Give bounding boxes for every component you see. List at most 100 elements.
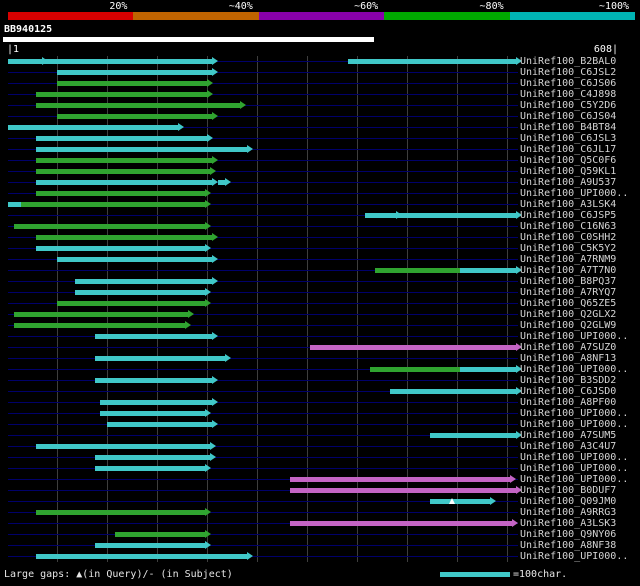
row-baseline: [8, 292, 518, 293]
alignment-row: UniRef100_A7RNM9: [0, 254, 640, 265]
arrowhead-icon: [205, 299, 211, 307]
alignment-bar[interactable]: [36, 136, 207, 141]
alignment-bar[interactable]: [107, 422, 212, 427]
alignment-row: UniRef100_B2BAL0: [0, 56, 640, 67]
alignment-bar[interactable]: [290, 521, 512, 526]
alignment-row: UniRef100_A7SUM5: [0, 430, 640, 441]
alignment-bar[interactable]: [460, 367, 516, 372]
alignment-bar[interactable]: [21, 202, 205, 207]
alignment-bar[interactable]: [36, 103, 240, 108]
alignment-row: UniRef100_C6JS04: [0, 111, 640, 122]
subject-label: UniRef100_UPI000..: [520, 551, 629, 562]
alignment-bar[interactable]: [290, 477, 510, 482]
alignment-bar[interactable]: [36, 444, 210, 449]
alignment-bar[interactable]: [310, 345, 516, 350]
ruler-start-label: |1: [7, 44, 20, 55]
subject-label: UniRef100_A7RYQ7: [520, 287, 617, 298]
arrowhead-icon: [212, 178, 218, 186]
row-baseline: [8, 61, 518, 62]
alignment-bar[interactable]: [290, 488, 516, 493]
subject-label: UniRef100_A7SUZ0: [520, 342, 617, 353]
row-baseline: [8, 358, 518, 359]
arrowhead-icon: [512, 519, 518, 527]
subject-label: UniRef100_UPI000..: [520, 463, 629, 474]
arrowhead-icon: [205, 189, 211, 197]
arrowhead-icon: [516, 266, 522, 274]
subject-label: UniRef100_C6JSL3: [520, 133, 617, 144]
alignment-bar[interactable]: [430, 499, 490, 504]
gridline: [457, 56, 458, 562]
arrowhead-icon: [205, 244, 211, 252]
alignment-bar[interactable]: [95, 378, 212, 383]
alignment-bar[interactable]: [14, 312, 188, 317]
alignment-bar[interactable]: [348, 59, 516, 64]
row-baseline: [8, 259, 518, 260]
subject-label: UniRef100_UPI000..: [520, 452, 629, 463]
alignment-bar[interactable]: [460, 268, 516, 273]
alignment-bar[interactable]: [57, 257, 212, 262]
alignment-bar[interactable]: [36, 246, 205, 251]
arrowhead-icon: [207, 134, 213, 142]
alignment-bar[interactable]: [8, 202, 21, 207]
subject-label: UniRef100_A7T7N0: [520, 265, 617, 276]
alignment-bar[interactable]: [36, 554, 247, 559]
alignment-row: UniRef100_UPI000..: [0, 364, 640, 375]
row-baseline: [8, 160, 518, 161]
arrowhead-icon: [212, 255, 218, 263]
subject-label: UniRef100_B0DUF7: [520, 485, 617, 496]
alignment-bar[interactable]: [36, 180, 212, 185]
row-baseline: [8, 204, 518, 205]
alignment-bar[interactable]: [36, 510, 205, 515]
alignment-bar[interactable]: [57, 81, 207, 86]
arrowhead-icon: [212, 112, 218, 120]
alignment-bar[interactable]: [370, 367, 460, 372]
subject-label: UniRef100_UPI000..: [520, 408, 629, 419]
alignment-bar[interactable]: [365, 213, 516, 218]
alignment-bar[interactable]: [430, 433, 516, 438]
alignment-bar[interactable]: [57, 70, 212, 75]
alignment-bar[interactable]: [100, 400, 212, 405]
subject-label: UniRef100_Q5C0F6: [520, 155, 617, 166]
alignment-bar[interactable]: [95, 466, 205, 471]
alignment-bar[interactable]: [14, 224, 205, 229]
alignment-row: UniRef100_UPI000..: [0, 452, 640, 463]
alignment-bar[interactable]: [57, 301, 205, 306]
arrowhead-icon: [516, 343, 522, 351]
alignment-bar[interactable]: [95, 543, 205, 548]
alignment-row: UniRef100_A7RYQ7: [0, 287, 640, 298]
alignment-bar[interactable]: [36, 147, 247, 152]
alignment-row: UniRef100_Q09JM0: [0, 496, 640, 507]
alignment-row: UniRef100_B0DUF7: [0, 485, 640, 496]
gridline: [357, 56, 358, 562]
gridline: [107, 56, 108, 562]
alignment-bar[interactable]: [100, 411, 205, 416]
alignment-bar[interactable]: [75, 290, 205, 295]
alignment-bar[interactable]: [95, 334, 212, 339]
alignment-bar[interactable]: [115, 532, 205, 537]
alignment-bar[interactable]: [14, 323, 185, 328]
alignment-bar[interactable]: [57, 114, 212, 119]
arrowhead-icon: [212, 332, 218, 340]
alignment-bar[interactable]: [390, 389, 516, 394]
subject-label: UniRef100_C4J898: [520, 89, 617, 100]
subject-label: UniRef100_A7SUM5: [520, 430, 617, 441]
subject-label: UniRef100_C16N63: [520, 221, 617, 232]
alignment-bar[interactable]: [36, 158, 212, 163]
arrowhead-icon: [510, 475, 516, 483]
alignment-bar[interactable]: [8, 59, 212, 64]
row-baseline: [8, 336, 518, 337]
alignment-bar[interactable]: [95, 455, 210, 460]
arrowhead-icon: [210, 453, 216, 461]
alignment-row: UniRef100_Q5C0F6: [0, 155, 640, 166]
subject-label: UniRef100_C0SHH2: [520, 232, 617, 243]
alignment-bar[interactable]: [95, 356, 225, 361]
alignment-bar[interactable]: [218, 180, 225, 185]
alignment-bar[interactable]: [375, 268, 460, 273]
alignment-bar[interactable]: [36, 191, 205, 196]
subject-label: UniRef100_Q59KL1: [520, 166, 617, 177]
alignment-bar[interactable]: [36, 92, 207, 97]
alignment-bar[interactable]: [75, 279, 212, 284]
alignment-bar[interactable]: [36, 235, 212, 240]
alignment-bar[interactable]: [36, 169, 210, 174]
alignment-bar[interactable]: [8, 125, 178, 130]
